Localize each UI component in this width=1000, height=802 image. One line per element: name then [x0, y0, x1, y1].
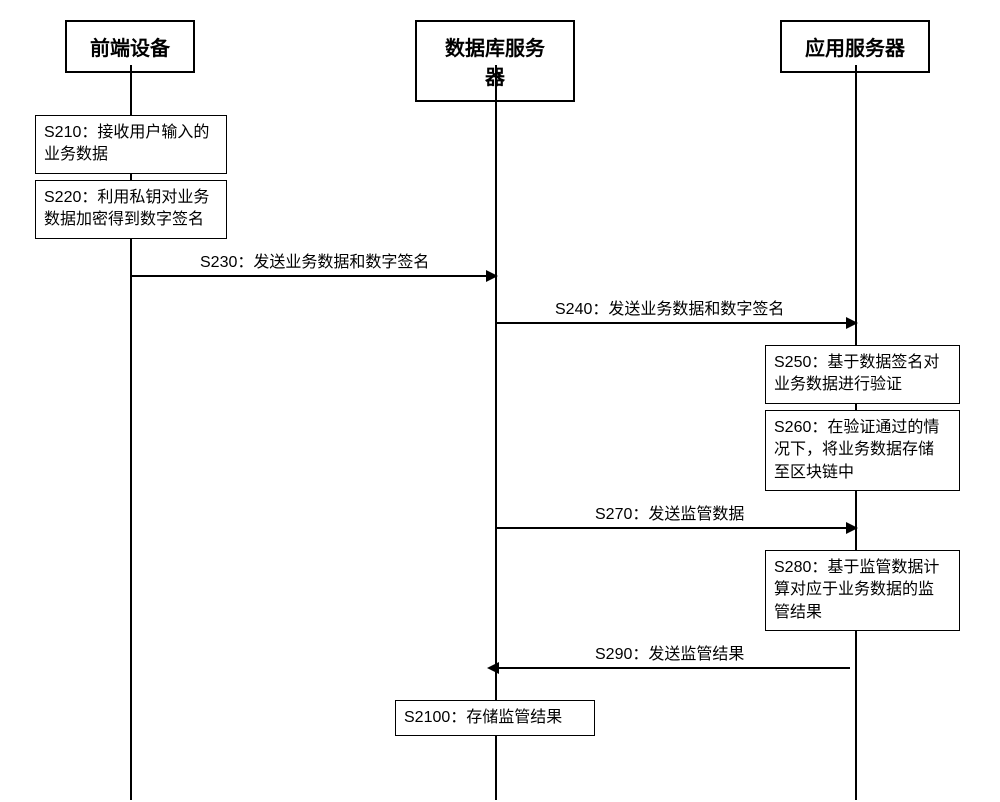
step-s210: S210：接收用户输入的业务数据 [35, 115, 227, 174]
message-s270-label: S270：发送监管数据 [595, 500, 744, 524]
step-s2100: S2100：存储监管结果 [395, 700, 595, 736]
message-s270-arrow-icon [846, 522, 858, 534]
step-s2100-text: S2100：存储监管结果 [404, 709, 562, 726]
step-s250-text: S250：基于数据签名对业务数据进行验证 [774, 354, 939, 393]
message-s230-line [130, 275, 490, 277]
step-s280-text: S280：基于监管数据计算对应于业务数据的监管结果 [774, 559, 939, 621]
message-s290-arrow-icon [487, 662, 499, 674]
step-s260: S260：在验证通过的情况下，将业务数据存储至区块链中 [765, 410, 960, 491]
message-s230-arrow-icon [486, 270, 498, 282]
step-s210-text: S210：接收用户输入的业务数据 [44, 124, 209, 163]
step-s260-text: S260：在验证通过的情况下，将业务数据存储至区块链中 [774, 419, 939, 481]
participant-frontend-label: 前端设备 [90, 38, 170, 60]
step-s250: S250：基于数据签名对业务数据进行验证 [765, 345, 960, 404]
message-s240-line [495, 322, 850, 324]
step-s280: S280：基于监管数据计算对应于业务数据的监管结果 [765, 550, 960, 631]
participant-app-label: 应用服务器 [805, 38, 905, 60]
message-s290-label: S290：发送监管结果 [595, 640, 744, 664]
step-s220: S220：利用私钥对业务数据加密得到数字签名 [35, 180, 227, 239]
message-s230-label: S230：发送业务数据和数字签名 [200, 248, 429, 272]
message-s240-arrow-icon [846, 317, 858, 329]
message-s290-line [495, 667, 850, 669]
message-s270-line [495, 527, 850, 529]
lifeline-frontend [130, 65, 132, 800]
message-s240-label: S240：发送业务数据和数字签名 [555, 295, 784, 319]
sequence-diagram: 前端设备 数据库服务器 应用服务器 S210：接收用户输入的业务数据 S220：… [0, 0, 1000, 802]
lifeline-database [495, 65, 497, 800]
step-s220-text: S220：利用私钥对业务数据加密得到数字签名 [44, 189, 209, 228]
